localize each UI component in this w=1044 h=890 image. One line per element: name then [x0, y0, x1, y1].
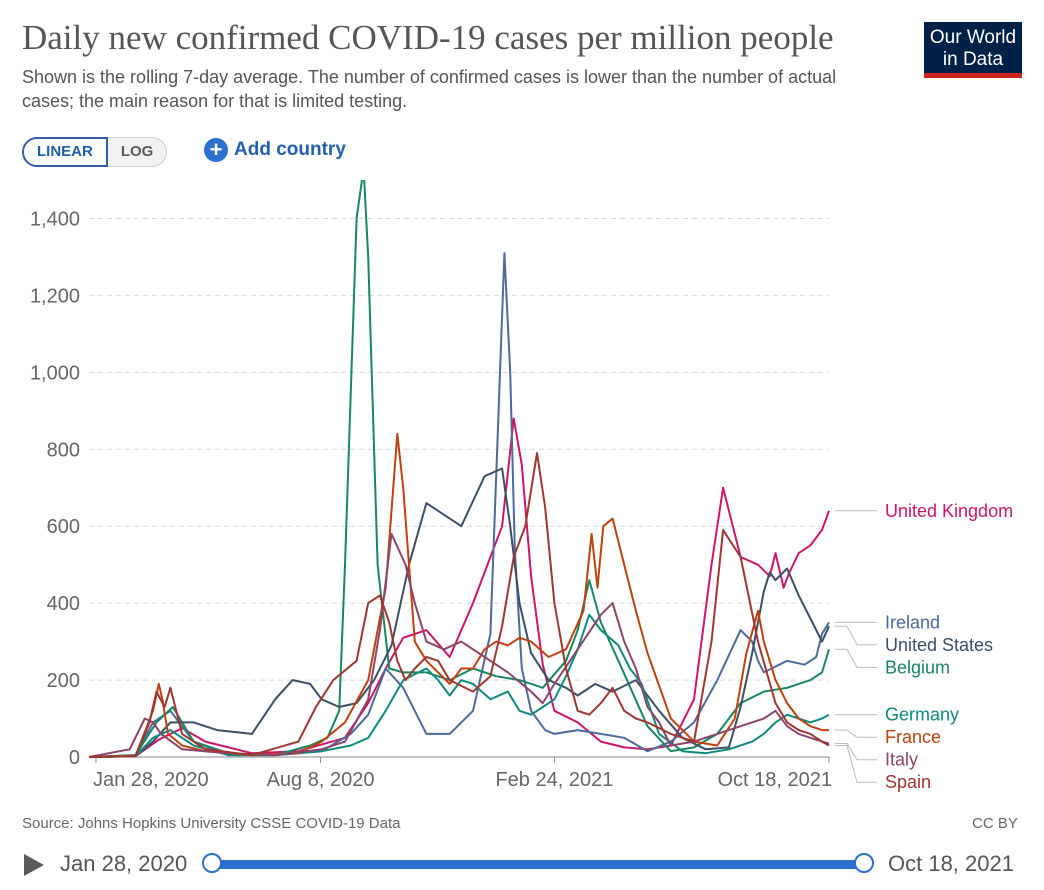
- chart-subtitle: Shown is the rolling 7-day average. The …: [22, 67, 837, 111]
- y-tick-label: 1,000: [30, 362, 80, 384]
- series-line-france: [88, 432, 829, 758]
- series-line-ireland: [88, 252, 830, 758]
- legend-label-united-states: United States: [885, 635, 993, 655]
- legend-label-italy: Italy: [885, 750, 918, 770]
- y-tick-label: 400: [47, 593, 80, 615]
- series-line-united-kingdom: [88, 417, 830, 758]
- y-tick-label: 600: [47, 516, 80, 538]
- legend-connector: [835, 625, 877, 646]
- logo-line-2: in Data: [942, 49, 1004, 70]
- play-icon[interactable]: [24, 854, 44, 876]
- linear-scale-button[interactable]: LINEAR: [22, 137, 108, 167]
- x-tick-label: Oct 18, 2021: [717, 769, 832, 791]
- legend-connector: [835, 648, 877, 668]
- timeline-track[interactable]: [212, 860, 864, 869]
- legend-label-united-kingdom: United Kingdom: [885, 501, 1013, 521]
- legend-label-belgium: Belgium: [885, 657, 950, 677]
- log-scale-button[interactable]: LOG: [107, 137, 168, 167]
- y-tick-label: 0: [69, 747, 80, 769]
- timeline-end-label: Oct 18, 2021: [888, 851, 1014, 876]
- license-link[interactable]: CC BY: [972, 815, 1018, 832]
- legend-connector: [835, 743, 877, 761]
- add-country-label: Add country: [234, 139, 346, 160]
- line-chart: 0 200 400 600 800 1,000 1,200 1,400 Jan 28, 2020…: [30, 180, 1013, 792]
- source-note[interactable]: Source: Johns Hopkins University CSSE CO…: [22, 815, 401, 832]
- chart-title: Daily new confirmed COVID-19 cases per m…: [22, 18, 834, 57]
- series-line-italy: [88, 532, 830, 758]
- add-country-button[interactable]: + Add country: [204, 138, 346, 162]
- series-line-spain: [88, 452, 830, 758]
- legend-connector: [835, 745, 877, 783]
- timeline-start-label: Jan 28, 2020: [60, 851, 188, 876]
- y-tick-label: 1,400: [30, 208, 80, 230]
- y-tick-label: 800: [47, 439, 80, 461]
- y-tick-label: 1,200: [30, 285, 80, 307]
- scale-toggle: LINEAR LOG: [22, 137, 168, 167]
- x-tick-label: Aug 8, 2020: [267, 769, 375, 791]
- timeline-end-handle[interactable]: [854, 853, 874, 873]
- x-tick-label: Jan 28, 2020: [93, 769, 209, 791]
- plus-icon: +: [204, 138, 228, 162]
- legend-label-france: France: [885, 727, 941, 747]
- series-line-united-states: [88, 467, 830, 758]
- timeline-start-handle[interactable]: [202, 853, 222, 873]
- x-tick-label: Feb 24, 2021: [495, 769, 613, 791]
- logo-line-1: Our World: [929, 27, 1017, 48]
- legend-label-germany: Germany: [885, 705, 959, 725]
- timeline: Jan 28, 2020 Oct 18, 2021: [0, 846, 1044, 886]
- owid-logo[interactable]: Our World in Data: [924, 22, 1022, 78]
- legend-label-ireland: Ireland: [885, 612, 940, 632]
- series-line-germany: [88, 613, 830, 758]
- legend-label-spain: Spain: [885, 772, 931, 792]
- legend-connector: [835, 729, 877, 738]
- y-tick-label: 200: [47, 670, 80, 692]
